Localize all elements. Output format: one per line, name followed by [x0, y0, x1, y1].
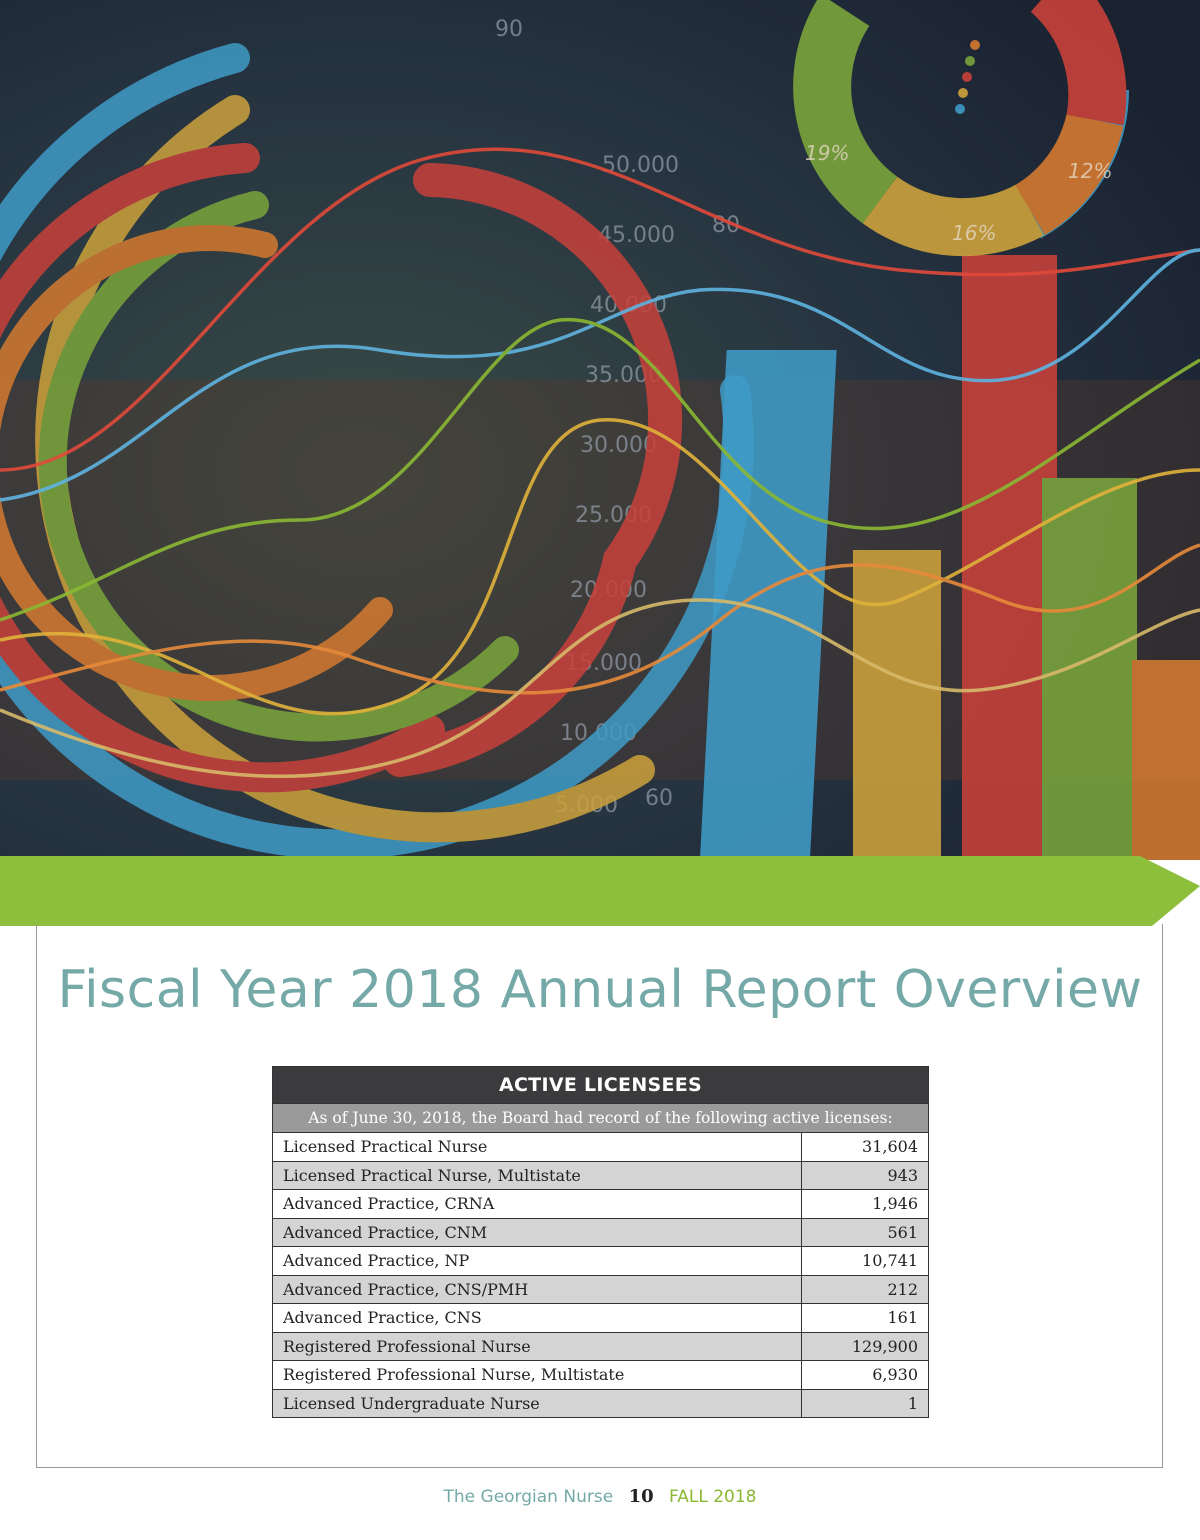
row-label: Advanced Practice, NP: [272, 1246, 802, 1276]
donut-percent-label: 19%: [805, 141, 849, 165]
table-row: Registered Professional Nurse, Multistat…: [272, 1360, 930, 1390]
row-label: Advanced Practice, CNS/PMH: [272, 1274, 802, 1304]
donut-chart-graphic: [791, 0, 1129, 259]
row-value: 161: [800, 1303, 930, 1333]
table-row: Advanced Practice, CNS/PMH 212: [272, 1274, 930, 1304]
hero-wave-lines: [0, 147, 1200, 779]
donut-percent-label: 12%: [1068, 159, 1112, 183]
hero-axis-number: 30.000: [580, 433, 657, 458]
table-row: Advanced Practice, CRNA 1,946: [272, 1189, 930, 1219]
publication-name: The Georgian Nurse: [443, 1487, 614, 1507]
row-label: Licensed Undergraduate Nurse: [272, 1388, 802, 1418]
content-frame: [36, 924, 1163, 1468]
row-label: Registered Professional Nurse, Multistat…: [272, 1360, 802, 1390]
issue-label: FALL 2018: [669, 1487, 757, 1507]
table-row: Advanced Practice, CNM 561: [272, 1217, 930, 1247]
row-value: 1,946: [800, 1189, 930, 1219]
hero-axis-number: 60: [645, 786, 673, 811]
hero-bars: [699, 255, 1200, 860]
row-value: 31,604: [800, 1132, 930, 1162]
page-title: Fiscal Year 2018 Annual Report Overview: [57, 960, 1143, 1020]
table-row: Licensed Practical Nurse, Multistate 943: [272, 1160, 930, 1190]
table-row: Advanced Practice, NP 10,741: [272, 1246, 930, 1276]
row-label: Advanced Practice, CNS: [272, 1303, 802, 1333]
page-number: 10: [628, 1486, 654, 1507]
row-value: 10,741: [800, 1246, 930, 1276]
row-label: Registered Professional Nurse: [272, 1331, 802, 1361]
row-label: Licensed Practical Nurse, Multistate: [272, 1160, 802, 1190]
table-header: ACTIVE LICENSEES: [272, 1066, 929, 1104]
table-subheader: As of June 30, 2018, the Board had recor…: [272, 1103, 929, 1133]
row-label: Advanced Practice, CRNA: [272, 1189, 802, 1219]
row-value: 1: [800, 1388, 930, 1418]
row-value: 943: [800, 1160, 930, 1190]
table-row: Registered Professional Nurse 129,900: [272, 1331, 930, 1361]
table-row: Advanced Practice, CNS 161: [272, 1303, 930, 1333]
row-value: 6,930: [800, 1360, 930, 1390]
hero-illustration: 90 80 60 50.000 45.000 40.000 35.000 30.000 25.0…: [0, 0, 1200, 860]
hero-axis-number: 90: [495, 17, 523, 42]
accent-ribbon: [0, 856, 1200, 926]
row-value: 212: [800, 1274, 930, 1304]
row-value: 129,900: [800, 1331, 930, 1361]
active-licensees-table: ACTIVE LICENSEES As of June 30, 2018, th…: [272, 1066, 930, 1418]
concentric-arcs: [0, 43, 754, 860]
table-row: Licensed Practical Nurse 31,604: [272, 1132, 930, 1162]
row-label: Licensed Practical Nurse: [272, 1132, 802, 1162]
row-value: 561: [800, 1217, 930, 1247]
page-footer: The Georgian Nurse 10 FALL 2018: [0, 1486, 1200, 1507]
table-row: Licensed Undergraduate Nurse 1: [272, 1388, 930, 1418]
donut-percent-label: 16%: [952, 221, 996, 245]
row-label: Advanced Practice, CNM: [272, 1217, 802, 1247]
